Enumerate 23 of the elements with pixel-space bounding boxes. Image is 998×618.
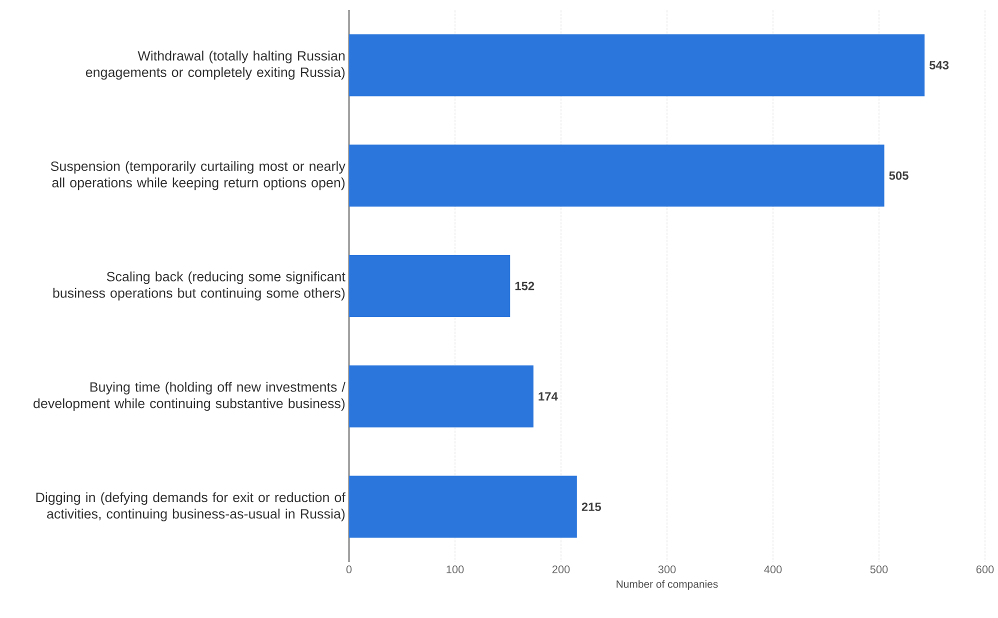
data-label: 152: [515, 282, 534, 290]
x-tick-label: 300: [658, 566, 676, 574]
bar: [349, 34, 925, 96]
x-tick-label: 100: [446, 566, 464, 574]
x-tick-label: 600: [976, 566, 994, 574]
y-tick-label: Suspension (temporarily curtailing most or nearly all operations while keeping return options open): [50, 161, 346, 190]
data-label: 215: [582, 502, 602, 512]
y-tick-label: Withdrawal (totally halting Russian engagements or completely exiting Russia): [86, 50, 345, 80]
bar: [349, 365, 534, 428]
x-tick-label: 200: [552, 566, 570, 574]
x-axis-title: Number of companies: [616, 580, 718, 590]
bar: [349, 476, 577, 538]
data-label: 174: [538, 392, 558, 401]
bar: [349, 254, 510, 317]
y-tick-label: Buying time (holding off new investments / development while continuing substantive business): [34, 382, 346, 411]
y-tick-label: Digging in (defying demands for exit or reduction of activities, continuing business-as-usual in Russia): [36, 492, 346, 522]
data-label: 543: [929, 60, 949, 70]
bar: [349, 144, 884, 207]
data-label: 505: [889, 171, 908, 180]
x-tick-label: 400: [764, 566, 782, 574]
y-tick-label: Scaling back (reducing some significant business operations but continuing some others): [53, 272, 346, 300]
x-tick-label: 0: [346, 566, 352, 574]
x-tick-label: 500: [870, 566, 888, 574]
